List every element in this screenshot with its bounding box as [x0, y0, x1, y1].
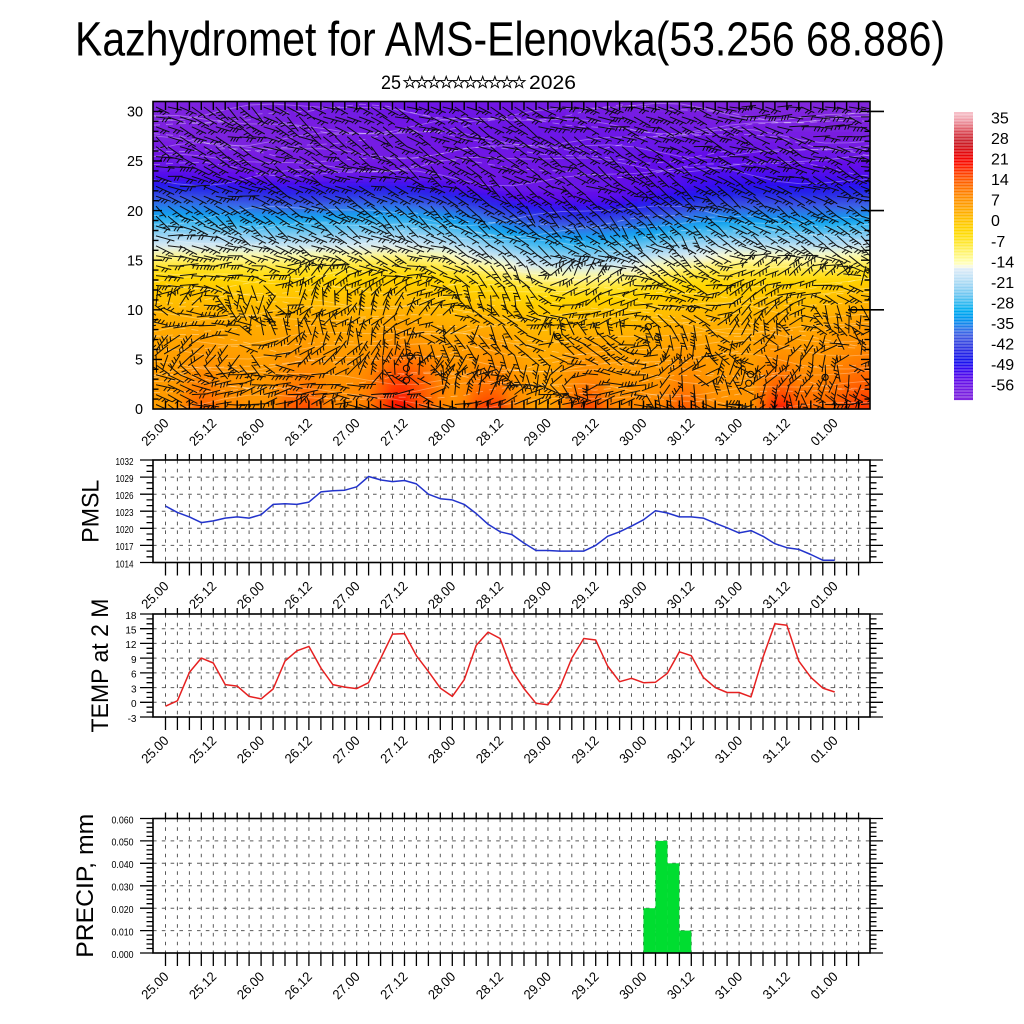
svg-text:0.040: 0.040: [112, 860, 134, 871]
svg-text:1026: 1026: [116, 491, 134, 502]
svg-text:25: 25: [381, 73, 401, 94]
svg-text:-28: -28: [991, 296, 1014, 313]
svg-text:-49: -49: [991, 357, 1014, 374]
svg-text:14: 14: [991, 172, 1009, 189]
svg-text:0: 0: [991, 213, 1000, 230]
svg-text:-7: -7: [991, 234, 1005, 251]
svg-text:35: 35: [991, 111, 1009, 128]
svg-text:25: 25: [127, 153, 143, 170]
svg-text:1020: 1020: [116, 525, 134, 536]
svg-text:-56: -56: [991, 378, 1014, 395]
svg-text:-42: -42: [991, 337, 1014, 354]
svg-text:-21: -21: [991, 275, 1014, 292]
svg-text:30: 30: [127, 104, 143, 121]
svg-text:1032: 1032: [116, 457, 134, 468]
svg-text:12: 12: [125, 640, 137, 651]
svg-text:15: 15: [125, 626, 137, 637]
svg-text:1023: 1023: [116, 508, 134, 519]
svg-text:0.020: 0.020: [112, 905, 134, 916]
svg-text:15: 15: [127, 252, 143, 269]
svg-text:0.000: 0.000: [112, 950, 134, 961]
svg-text:-3: -3: [128, 714, 137, 725]
svg-text:-35: -35: [991, 316, 1014, 333]
svg-text:0.050: 0.050: [112, 838, 134, 849]
svg-text:28: 28: [991, 131, 1009, 148]
svg-text:1017: 1017: [116, 542, 134, 553]
svg-text:-14: -14: [991, 254, 1014, 271]
svg-text:1014: 1014: [116, 559, 134, 570]
svg-text:6: 6: [131, 670, 137, 681]
svg-text:1029: 1029: [116, 474, 134, 485]
svg-text:10: 10: [127, 302, 143, 319]
svg-text:TEMP at 2 M: TEMP at 2 M: [87, 599, 114, 733]
svg-text:PRECIP, mm: PRECIP, mm: [72, 814, 99, 958]
svg-text:7: 7: [991, 193, 1000, 210]
svg-text:5: 5: [135, 352, 143, 369]
svg-text:2026: 2026: [529, 73, 576, 94]
svg-text:3: 3: [131, 684, 137, 695]
svg-text:0.010: 0.010: [112, 927, 134, 938]
svg-text:20: 20: [127, 203, 143, 220]
svg-text:0.060: 0.060: [112, 815, 134, 826]
svg-text:0: 0: [131, 699, 137, 710]
svg-text:18: 18: [125, 611, 137, 622]
svg-text:PMSL: PMSL: [78, 480, 105, 543]
svg-text:21: 21: [991, 152, 1009, 169]
svg-text:9: 9: [131, 655, 137, 666]
svg-text:0.030: 0.030: [112, 883, 134, 894]
svg-text:0: 0: [135, 401, 143, 418]
svg-text:Kazhydromet for AMS-Elenovka(5: Kazhydromet for AMS-Elenovka(53.256 68.8…: [75, 14, 945, 67]
